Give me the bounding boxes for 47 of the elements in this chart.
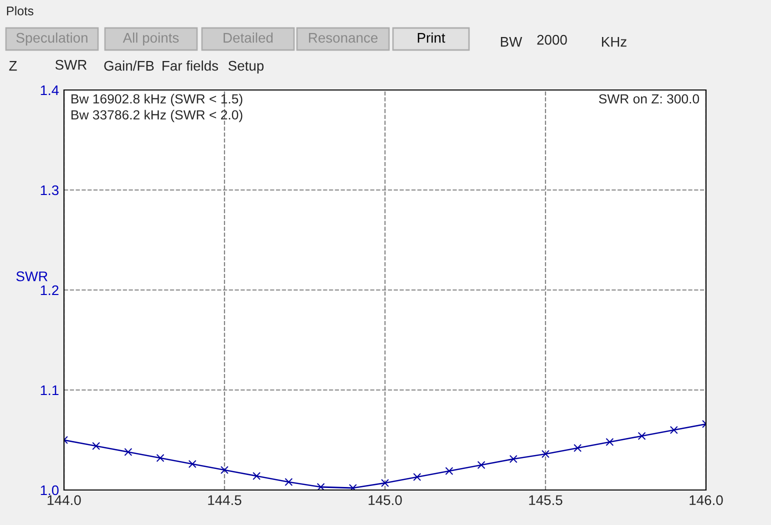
point xyxy=(670,426,678,434)
text: Resonance xyxy=(309,33,378,43)
text: Print xyxy=(418,32,446,43)
text: Far fields xyxy=(162,60,218,71)
annotation: SWR on Z: 300.0 xyxy=(598,94,700,104)
text: 2000 xyxy=(537,34,567,45)
text: BW xyxy=(500,37,522,47)
point xyxy=(220,466,228,474)
point xyxy=(638,432,646,440)
point xyxy=(445,467,454,475)
point xyxy=(156,454,164,462)
x-tick-label: 146.0 xyxy=(690,495,723,506)
annotation: Bw 16902.8 kHz (SWR < 1.5) xyxy=(72,94,242,106)
point xyxy=(284,478,293,486)
annotation: Bw 33786.2 kHz (SWR < 2.0) xyxy=(72,110,242,122)
y-tick-label: 1.3 xyxy=(40,185,59,196)
y-tick-label: 1.4 xyxy=(40,85,59,96)
text: Gain/FB xyxy=(104,60,154,71)
text: All points xyxy=(122,32,179,46)
text: SWR xyxy=(55,60,87,70)
chart-title: Plots xyxy=(7,6,34,16)
point xyxy=(606,438,614,446)
y-tick-label: 1.2 xyxy=(40,285,58,296)
x-tick-label: 145.5 xyxy=(529,495,562,506)
y-tick-label: 1.0 xyxy=(40,485,59,496)
point xyxy=(574,444,582,452)
point xyxy=(124,448,132,456)
text: Detailed xyxy=(224,32,273,43)
text: Z xyxy=(9,61,17,71)
x-tick-label: 144.0 xyxy=(48,495,81,506)
point xyxy=(188,460,196,468)
y-tick-label: 1.1 xyxy=(40,385,58,396)
point xyxy=(92,442,100,450)
point xyxy=(381,479,389,487)
x-tick-label: 144.5 xyxy=(208,495,242,506)
text: Setup xyxy=(228,60,264,74)
point xyxy=(477,461,486,469)
text: Speculation xyxy=(16,32,88,46)
y-axis-title: SWR xyxy=(16,271,48,282)
point xyxy=(348,484,357,490)
x-tick-label: 145.0 xyxy=(368,495,402,506)
point xyxy=(316,483,325,490)
text: KHz xyxy=(602,37,626,47)
point xyxy=(509,455,518,463)
point xyxy=(542,450,550,458)
point xyxy=(252,472,261,480)
point xyxy=(413,473,422,481)
